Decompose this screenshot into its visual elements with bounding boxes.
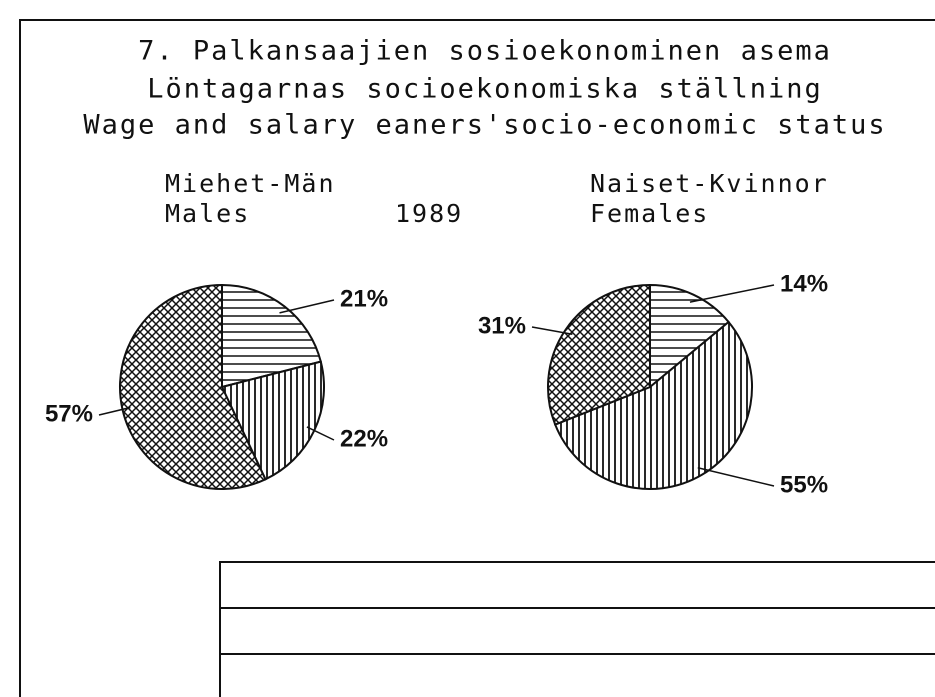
- legend-box: [219, 561, 935, 697]
- pie-subtitle: Males: [165, 199, 250, 228]
- year: 1989: [395, 199, 463, 228]
- leader-line: [279, 299, 335, 314]
- value-label: 55%: [780, 471, 828, 498]
- title-line: 7. Palkansaajien sosioekonominen asema: [138, 36, 832, 67]
- pie-slice: [221, 283, 323, 389]
- value-label: 21%: [340, 285, 388, 312]
- pie-title: Naiset-Kvinnor: [590, 169, 829, 198]
- leader-line: [306, 426, 335, 441]
- title-line: Löntagarnas socioekonomiska ställning: [147, 74, 822, 105]
- pie-subtitle: Females: [590, 199, 709, 228]
- pie-title: Miehet-Män: [165, 169, 336, 198]
- value-label: 14%: [780, 270, 828, 297]
- leader-line: [531, 326, 573, 335]
- leader-line: [697, 467, 775, 487]
- pie-slice: [553, 320, 753, 490]
- value-label: 57%: [45, 400, 93, 427]
- pie-slice: [547, 283, 651, 426]
- leader-line: [98, 406, 131, 416]
- value-label: 31%: [478, 312, 526, 339]
- pie-slice: [649, 283, 731, 390]
- value-label: 22%: [340, 425, 388, 452]
- title-line: Wage and salary eaners'socio-economic st…: [83, 110, 886, 141]
- leader-line: [689, 284, 775, 303]
- frame: [19, 19, 935, 697]
- legend: [219, 561, 935, 697]
